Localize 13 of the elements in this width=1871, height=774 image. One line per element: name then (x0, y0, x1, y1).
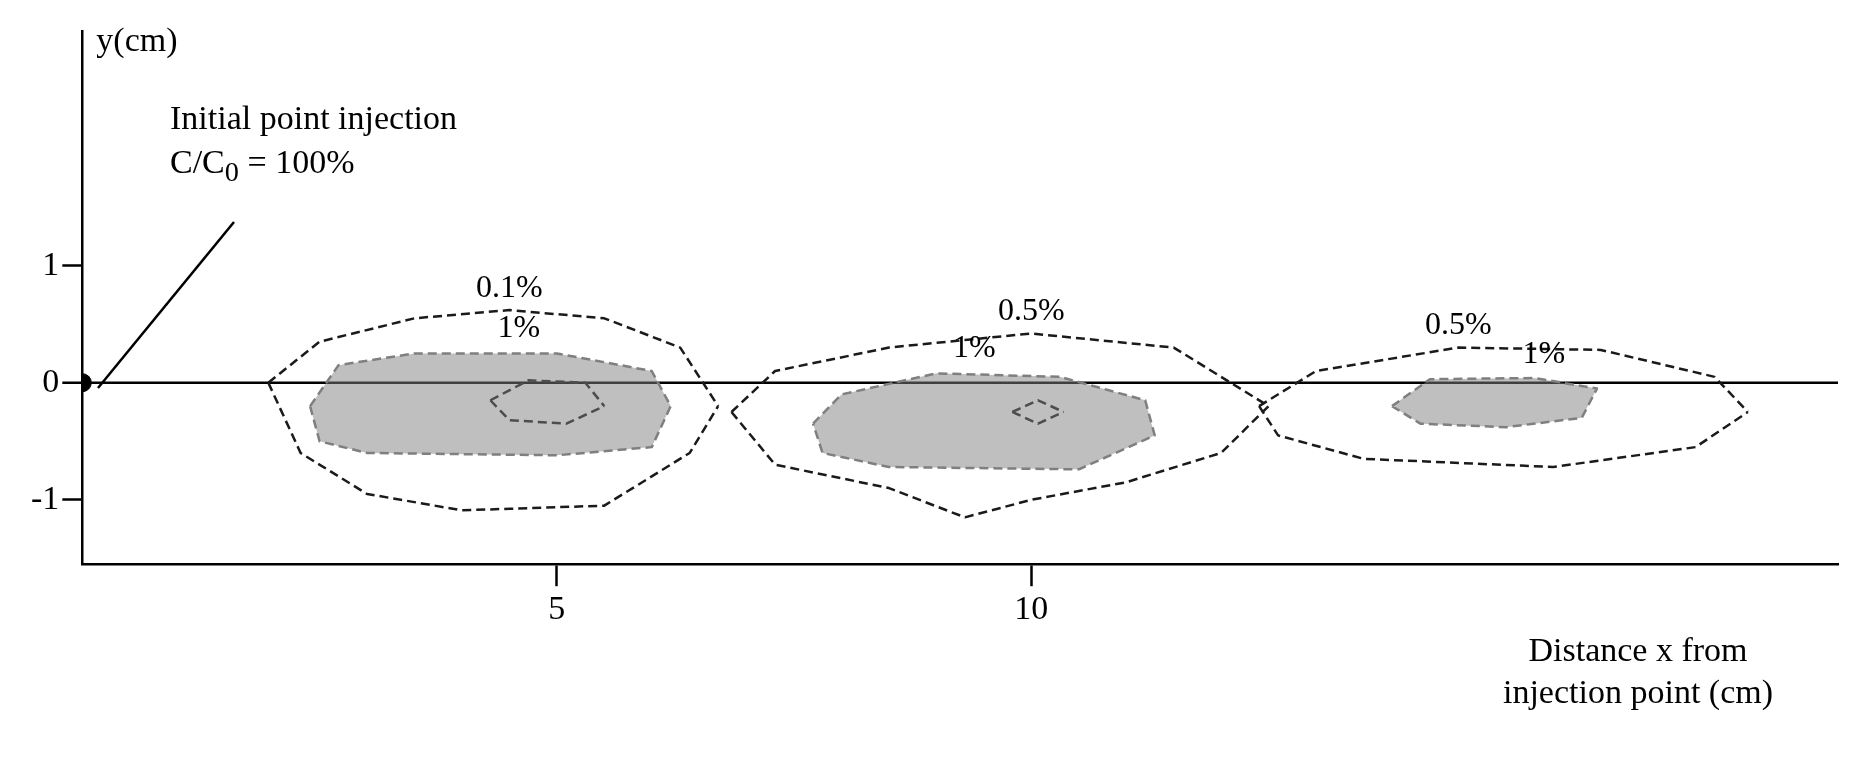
x-axis-title: Distance x from injection point (cm) (1502, 631, 1774, 712)
y-tick-label: 0 (42, 361, 60, 399)
annotation: 0.5% (998, 290, 1065, 327)
annotation: Initial point injection C/C$_{0}$ = 100% (170, 98, 458, 189)
y-axis-title: y(cm) (96, 21, 178, 60)
y-tick-label: -1 (30, 478, 60, 516)
x-tick-label: 5 (548, 588, 566, 626)
y-tick-label: 1 (42, 244, 60, 282)
annotation: 0.1% (476, 267, 543, 304)
annotation: 1% (953, 328, 996, 365)
annotation: 0.5% (1425, 304, 1492, 341)
annotation: 1% (497, 308, 541, 345)
x-tick-label: 10 (1014, 588, 1049, 626)
